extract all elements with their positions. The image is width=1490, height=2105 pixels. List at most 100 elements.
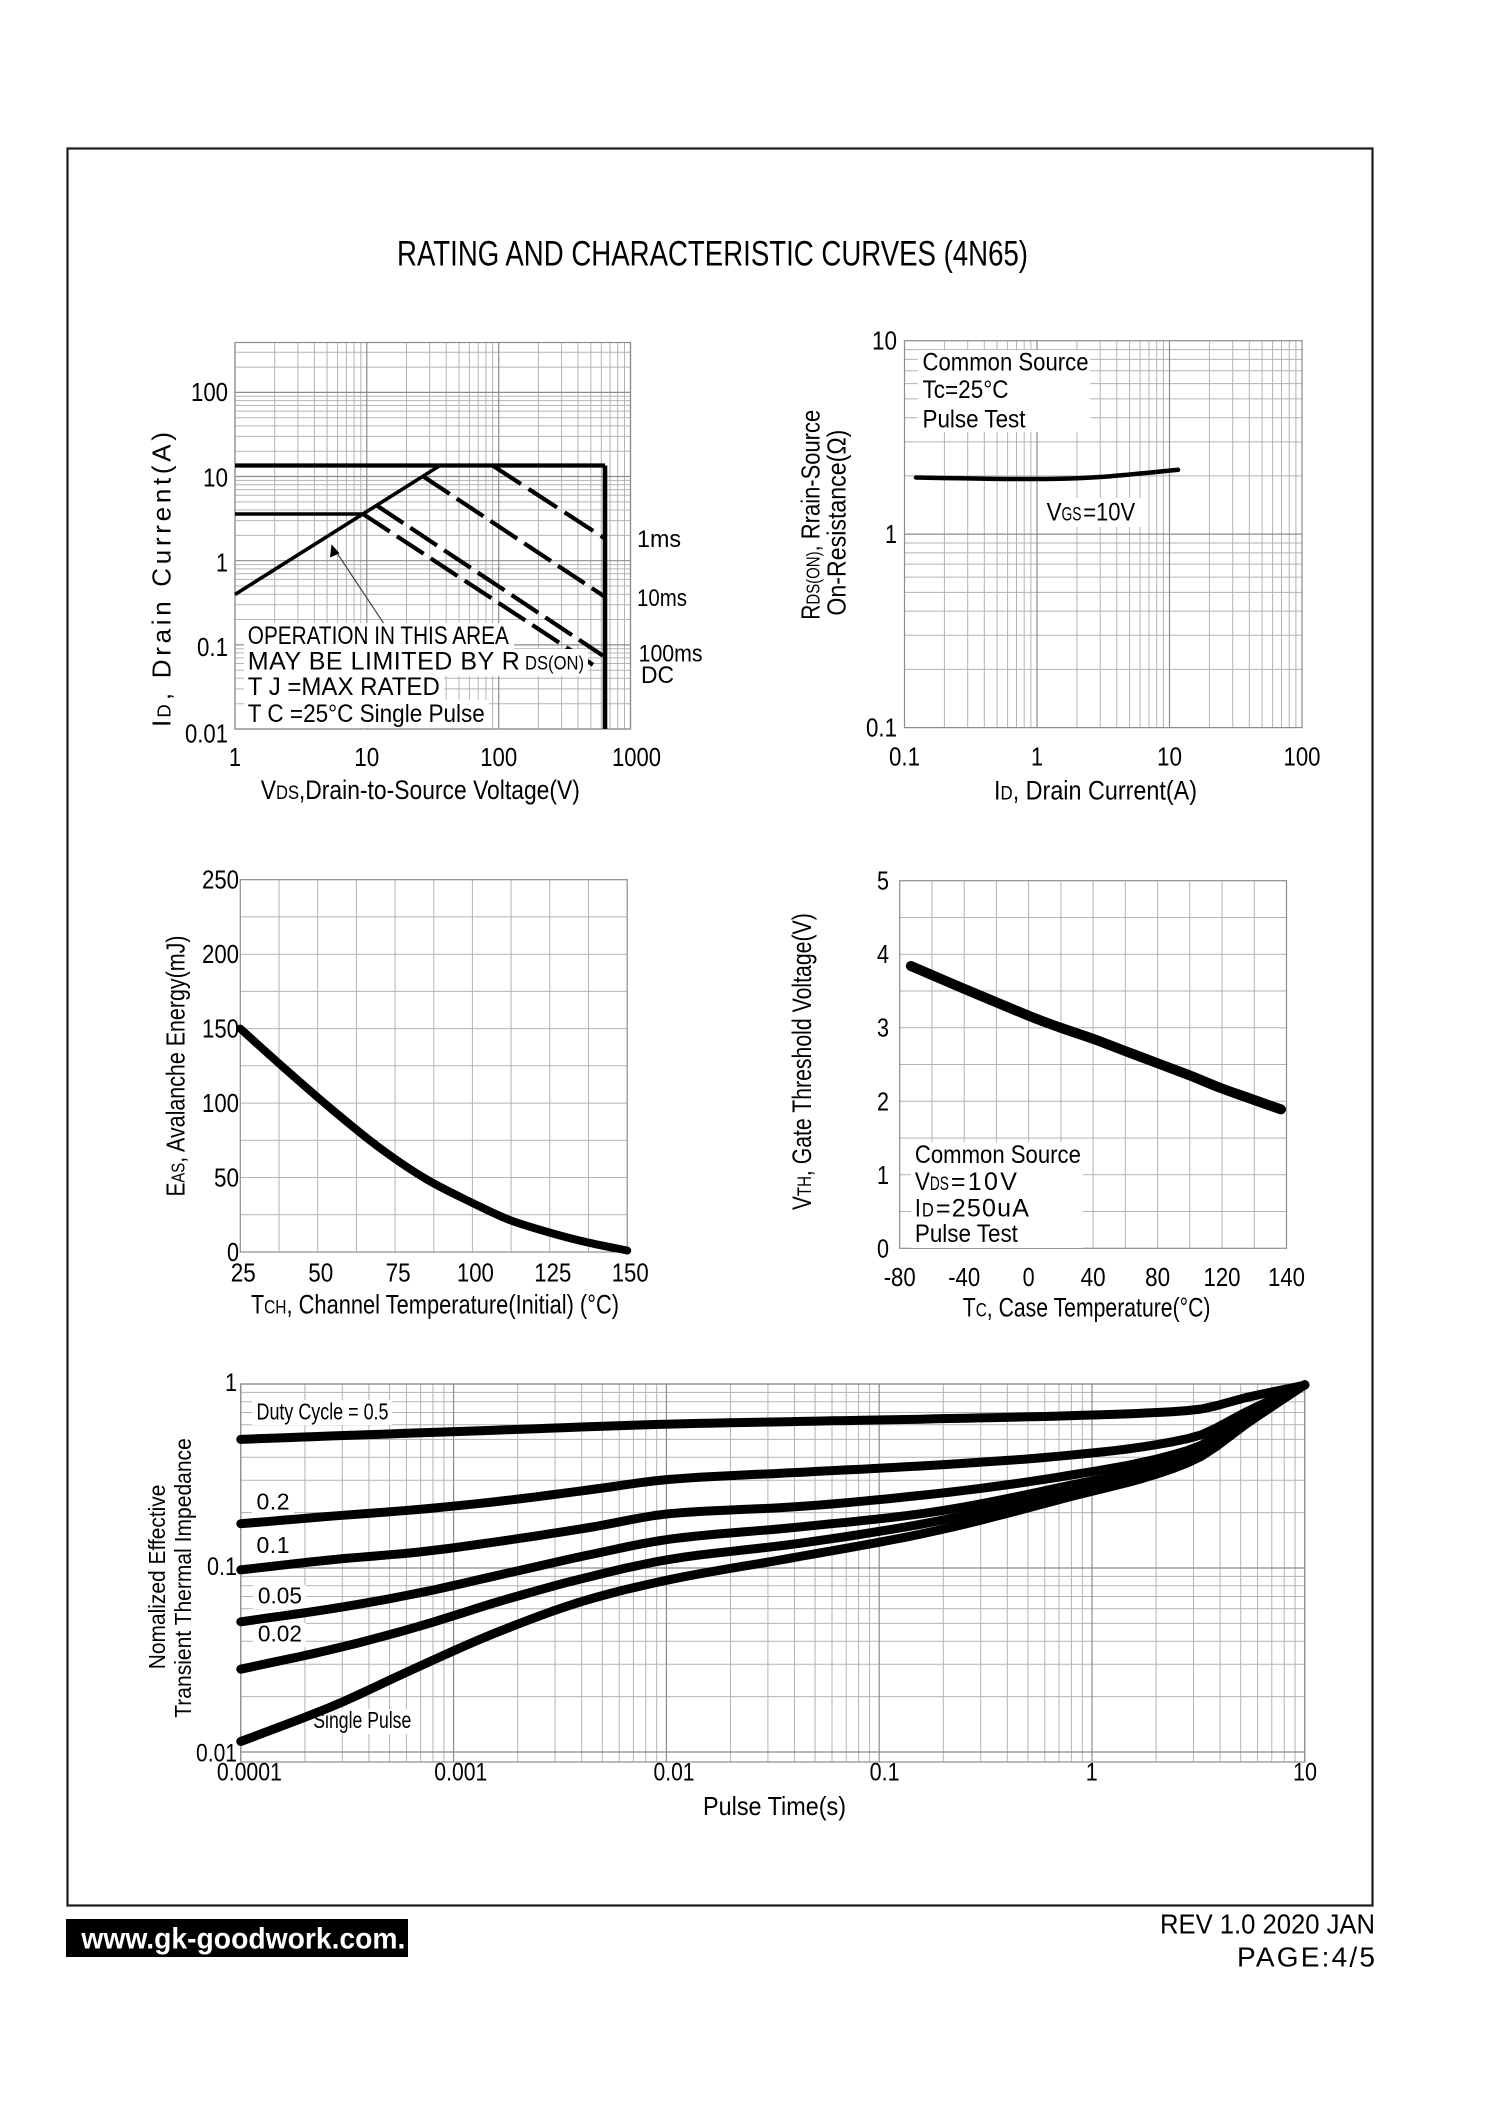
svg-text:www.gk-goodwork.com.: www.gk-goodwork.com. — [80, 1923, 405, 1956]
svg-text:I: I — [915, 1194, 921, 1222]
svg-text:5: 5 — [877, 866, 889, 896]
svg-text:0.1: 0.1 — [870, 1759, 900, 1787]
svg-text:200: 200 — [202, 939, 239, 969]
svg-text:T: T — [963, 1293, 976, 1323]
svg-text:100: 100 — [202, 1088, 239, 1118]
svg-text:DS: DS — [930, 1174, 949, 1195]
svg-text:, Channel Temperature(Initial): , Channel Temperature(Initial) (°C) — [287, 1289, 620, 1319]
svg-text:100ms: 100ms — [639, 640, 703, 667]
svg-text:D: D — [922, 1200, 934, 1221]
svg-text:, Avalanche Energy(mJ): , Avalanche Energy(mJ) — [161, 935, 191, 1162]
svg-text:50: 50 — [214, 1163, 239, 1193]
svg-text:DC: DC — [641, 662, 674, 689]
svg-text:Transient Thermal Impedance: Transient Thermal Impedance — [170, 1438, 196, 1718]
svg-text:On-Resistance(Ω): On-Resistance(Ω) — [822, 430, 852, 616]
svg-text:100: 100 — [457, 1258, 494, 1288]
svg-text:V: V — [915, 1168, 930, 1196]
svg-text:, Case Temperature(°C): , Case Temperature(°C) — [987, 1293, 1211, 1323]
svg-text:1: 1 — [885, 519, 897, 549]
svg-text:Pulse Time(s): Pulse Time(s) — [703, 1791, 846, 1821]
svg-text:0.001: 0.001 — [434, 1759, 487, 1787]
svg-text:100: 100 — [1284, 742, 1321, 772]
svg-text:0: 0 — [227, 1237, 239, 1267]
svg-text:, Gate Threshold Voltage(V): , Gate Threshold Voltage(V) — [787, 913, 817, 1176]
svg-text:DS(ON): DS(ON) — [803, 551, 824, 604]
svg-text:TH: TH — [794, 1176, 816, 1196]
svg-text:0.02: 0.02 — [258, 1621, 302, 1647]
svg-text:0.1: 0.1 — [866, 713, 897, 743]
svg-text:10: 10 — [872, 326, 897, 356]
svg-text:T J =MAX RATED: T J =MAX RATED — [248, 673, 440, 701]
svg-text:Common Source: Common Source — [923, 348, 1089, 376]
svg-text:1: 1 — [225, 1369, 237, 1397]
svg-text:100: 100 — [191, 377, 228, 407]
svg-text:0.0001: 0.0001 — [217, 1759, 282, 1787]
svg-text:=250uA: =250uA — [936, 1194, 1029, 1222]
svg-text:Duty Cycle = 0.5: Duty Cycle = 0.5 — [257, 1399, 389, 1425]
svg-text:1: 1 — [877, 1160, 889, 1190]
svg-text:0.1: 0.1 — [889, 742, 920, 772]
svg-text:V: V — [261, 775, 276, 805]
svg-text:80: 80 — [1145, 1262, 1170, 1292]
svg-text:150: 150 — [612, 1258, 649, 1288]
svg-text:OPERATION IN THIS AREA: OPERATION IN THIS AREA — [248, 622, 509, 650]
svg-text:E: E — [161, 1183, 191, 1197]
svg-text:1: 1 — [229, 742, 241, 772]
svg-text:40: 40 — [1081, 1262, 1106, 1292]
svg-text:1: 1 — [216, 548, 228, 578]
svg-text:125: 125 — [534, 1258, 571, 1288]
svg-text:2: 2 — [877, 1086, 889, 1116]
svg-text:0.1: 0.1 — [257, 1532, 290, 1558]
svg-text:10ms: 10ms — [637, 585, 687, 612]
svg-text:1ms: 1ms — [637, 526, 681, 553]
svg-text:0: 0 — [1023, 1262, 1035, 1292]
svg-text:REV 1.0 2020 JAN: REV 1.0 2020 JAN — [1160, 1908, 1375, 1939]
svg-text:75: 75 — [386, 1258, 411, 1288]
svg-text:V: V — [787, 1196, 817, 1210]
svg-text:0.01: 0.01 — [185, 719, 228, 749]
svg-text:250: 250 — [202, 865, 239, 895]
svg-text:140: 140 — [1268, 1262, 1305, 1292]
svg-text:PAGE:4/5: PAGE:4/5 — [1237, 1941, 1375, 1972]
svg-text:Pulse Test: Pulse Test — [923, 405, 1026, 433]
svg-text:Common Source: Common Source — [915, 1141, 1081, 1169]
svg-text:-40: -40 — [948, 1262, 980, 1292]
svg-text:1: 1 — [1031, 742, 1043, 772]
svg-text:T: T — [251, 1289, 264, 1319]
svg-text:1: 1 — [1086, 1759, 1098, 1787]
svg-text:120: 120 — [1204, 1262, 1241, 1292]
svg-text:GS: GS — [1062, 504, 1082, 525]
svg-text:RATING AND CHARACTERISTIC CURV: RATING AND CHARACTERISTIC CURVES (4N65) — [397, 235, 1028, 274]
svg-text:3: 3 — [877, 1013, 889, 1043]
svg-text:10: 10 — [354, 742, 379, 772]
svg-text:0.1: 0.1 — [207, 1553, 237, 1581]
svg-text:DS: DS — [276, 782, 299, 804]
svg-text:C: C — [976, 1300, 987, 1322]
svg-text:=10V: =10V — [1083, 498, 1135, 526]
svg-text:0.2: 0.2 — [257, 1489, 290, 1515]
svg-text:R: R — [796, 605, 826, 620]
svg-text:10: 10 — [203, 463, 228, 493]
svg-text:CH: CH — [264, 1296, 286, 1318]
svg-text:V: V — [1047, 498, 1062, 526]
svg-text:0.1: 0.1 — [197, 632, 228, 662]
svg-text:Pulse Test: Pulse Test — [915, 1220, 1018, 1248]
svg-text:10: 10 — [1293, 1759, 1317, 1787]
svg-text:Nomalized Effective: Nomalized Effective — [144, 1485, 170, 1670]
svg-text:1000: 1000 — [612, 742, 661, 772]
svg-text:0: 0 — [877, 1233, 889, 1263]
svg-text:D: D — [1001, 783, 1013, 805]
svg-text:, Rrain-Source: , Rrain-Source — [796, 410, 826, 552]
svg-text:, Drain Current(A): , Drain Current(A) — [1013, 776, 1197, 806]
svg-text:50: 50 — [308, 1258, 333, 1288]
svg-text:10: 10 — [1157, 742, 1182, 772]
svg-text:-80: -80 — [884, 1262, 916, 1292]
svg-text:,Drain-to-Source Voltage(V): ,Drain-to-Source Voltage(V) — [299, 775, 580, 805]
svg-text:I: I — [147, 720, 177, 727]
svg-text:D: D — [154, 704, 175, 717]
svg-text:0.05: 0.05 — [258, 1582, 302, 1608]
svg-text:0.01: 0.01 — [196, 1740, 237, 1768]
svg-text:I: I — [994, 776, 1001, 806]
svg-text:25: 25 — [231, 1258, 256, 1288]
svg-text:AS: AS — [168, 1163, 189, 1183]
